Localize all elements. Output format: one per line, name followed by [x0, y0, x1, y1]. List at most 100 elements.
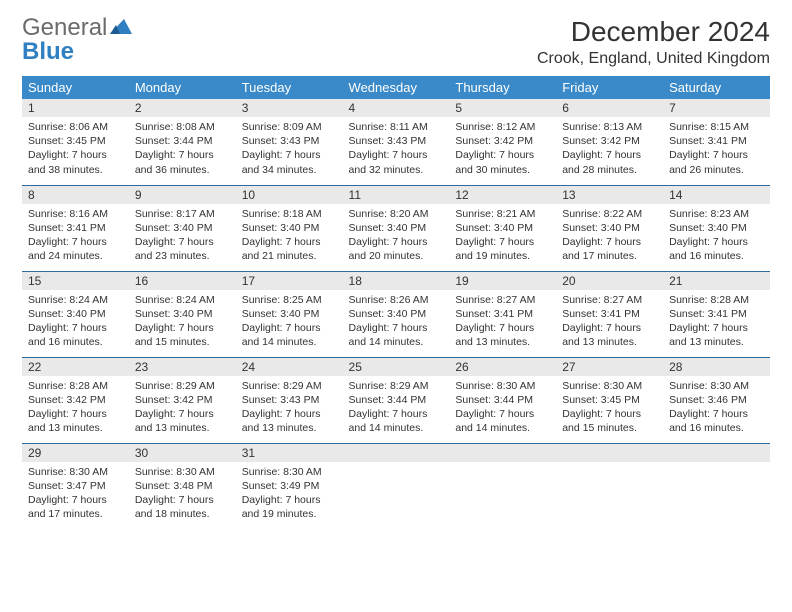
- sunrise-text: Sunrise: 8:12 AM: [455, 120, 550, 134]
- daylight-text: Daylight: 7 hours and 16 minutes.: [28, 321, 123, 349]
- sunset-text: Sunset: 3:43 PM: [242, 134, 337, 148]
- sunrise-text: Sunrise: 8:30 AM: [455, 379, 550, 393]
- day-number: 7: [663, 99, 770, 117]
- calendar-day-cell: 12Sunrise: 8:21 AMSunset: 3:40 PMDayligh…: [449, 185, 556, 271]
- sunset-text: Sunset: 3:40 PM: [242, 221, 337, 235]
- calendar-week-row: 1Sunrise: 8:06 AMSunset: 3:45 PMDaylight…: [22, 99, 770, 185]
- day-number: 19: [449, 272, 556, 290]
- daylight-text: Daylight: 7 hours and 14 minutes.: [349, 321, 444, 349]
- daylight-text: Daylight: 7 hours and 23 minutes.: [135, 235, 230, 263]
- sunrise-text: Sunrise: 8:13 AM: [562, 120, 657, 134]
- weekday-header: Sunday: [22, 76, 129, 99]
- daylight-text: Daylight: 7 hours and 13 minutes.: [455, 321, 550, 349]
- header-row: General Blue December 2024 Crook, Englan…: [22, 16, 770, 68]
- sunrise-text: Sunrise: 8:28 AM: [669, 293, 764, 307]
- daylight-text: Daylight: 7 hours and 17 minutes.: [28, 493, 123, 521]
- sunset-text: Sunset: 3:40 PM: [349, 221, 444, 235]
- weekday-header: Saturday: [663, 76, 770, 99]
- daylight-text: Daylight: 7 hours and 14 minutes.: [455, 407, 550, 435]
- calendar-day-cell: 16Sunrise: 8:24 AMSunset: 3:40 PMDayligh…: [129, 271, 236, 357]
- calendar-day-cell: 2Sunrise: 8:08 AMSunset: 3:44 PMDaylight…: [129, 99, 236, 185]
- calendar-day-cell: [343, 443, 450, 529]
- day-body: Sunrise: 8:30 AMSunset: 3:49 PMDaylight:…: [236, 462, 343, 527]
- weekday-header: Wednesday: [343, 76, 450, 99]
- sunrise-text: Sunrise: 8:29 AM: [242, 379, 337, 393]
- calendar-day-cell: 3Sunrise: 8:09 AMSunset: 3:43 PMDaylight…: [236, 99, 343, 185]
- day-number: 8: [22, 186, 129, 204]
- sunset-text: Sunset: 3:41 PM: [455, 307, 550, 321]
- brand-part2: Blue: [22, 38, 74, 65]
- day-body: Sunrise: 8:24 AMSunset: 3:40 PMDaylight:…: [22, 290, 129, 355]
- sunset-text: Sunset: 3:40 PM: [135, 307, 230, 321]
- calendar-day-cell: 14Sunrise: 8:23 AMSunset: 3:40 PMDayligh…: [663, 185, 770, 271]
- day-number: 24: [236, 358, 343, 376]
- calendar-week-row: 8Sunrise: 8:16 AMSunset: 3:41 PMDaylight…: [22, 185, 770, 271]
- calendar-week-row: 29Sunrise: 8:30 AMSunset: 3:47 PMDayligh…: [22, 443, 770, 529]
- sunset-text: Sunset: 3:42 PM: [562, 134, 657, 148]
- day-body: Sunrise: 8:15 AMSunset: 3:41 PMDaylight:…: [663, 117, 770, 182]
- daylight-text: Daylight: 7 hours and 38 minutes.: [28, 148, 123, 176]
- calendar-day-cell: 5Sunrise: 8:12 AMSunset: 3:42 PMDaylight…: [449, 99, 556, 185]
- sunset-text: Sunset: 3:42 PM: [135, 393, 230, 407]
- sunset-text: Sunset: 3:44 PM: [455, 393, 550, 407]
- calendar-week-row: 15Sunrise: 8:24 AMSunset: 3:40 PMDayligh…: [22, 271, 770, 357]
- daylight-text: Daylight: 7 hours and 15 minutes.: [135, 321, 230, 349]
- sunset-text: Sunset: 3:43 PM: [349, 134, 444, 148]
- weekday-header: Thursday: [449, 76, 556, 99]
- sunrise-text: Sunrise: 8:22 AM: [562, 207, 657, 221]
- empty-day-bar: [556, 444, 663, 462]
- daylight-text: Daylight: 7 hours and 13 minutes.: [242, 407, 337, 435]
- day-body: Sunrise: 8:21 AMSunset: 3:40 PMDaylight:…: [449, 204, 556, 269]
- sunrise-text: Sunrise: 8:06 AM: [28, 120, 123, 134]
- day-body: Sunrise: 8:27 AMSunset: 3:41 PMDaylight:…: [556, 290, 663, 355]
- daylight-text: Daylight: 7 hours and 13 minutes.: [669, 321, 764, 349]
- day-number: 13: [556, 186, 663, 204]
- sunset-text: Sunset: 3:45 PM: [28, 134, 123, 148]
- day-number: 29: [22, 444, 129, 462]
- day-number: 6: [556, 99, 663, 117]
- day-body: Sunrise: 8:30 AMSunset: 3:46 PMDaylight:…: [663, 376, 770, 441]
- daylight-text: Daylight: 7 hours and 26 minutes.: [669, 148, 764, 176]
- day-number: 5: [449, 99, 556, 117]
- daylight-text: Daylight: 7 hours and 34 minutes.: [242, 148, 337, 176]
- sunset-text: Sunset: 3:45 PM: [562, 393, 657, 407]
- day-number: 21: [663, 272, 770, 290]
- day-body: Sunrise: 8:09 AMSunset: 3:43 PMDaylight:…: [236, 117, 343, 182]
- calendar-day-cell: 13Sunrise: 8:22 AMSunset: 3:40 PMDayligh…: [556, 185, 663, 271]
- sunset-text: Sunset: 3:41 PM: [669, 307, 764, 321]
- sunset-text: Sunset: 3:46 PM: [669, 393, 764, 407]
- daylight-text: Daylight: 7 hours and 28 minutes.: [562, 148, 657, 176]
- weekday-header: Friday: [556, 76, 663, 99]
- day-body: Sunrise: 8:17 AMSunset: 3:40 PMDaylight:…: [129, 204, 236, 269]
- calendar-day-cell: 1Sunrise: 8:06 AMSunset: 3:45 PMDaylight…: [22, 99, 129, 185]
- sunset-text: Sunset: 3:40 PM: [242, 307, 337, 321]
- sunrise-text: Sunrise: 8:20 AM: [349, 207, 444, 221]
- day-number: 17: [236, 272, 343, 290]
- daylight-text: Daylight: 7 hours and 32 minutes.: [349, 148, 444, 176]
- daylight-text: Daylight: 7 hours and 21 minutes.: [242, 235, 337, 263]
- daylight-text: Daylight: 7 hours and 36 minutes.: [135, 148, 230, 176]
- calendar-day-cell: 24Sunrise: 8:29 AMSunset: 3:43 PMDayligh…: [236, 357, 343, 443]
- day-number: 4: [343, 99, 450, 117]
- calendar-day-cell: [556, 443, 663, 529]
- sunset-text: Sunset: 3:41 PM: [28, 221, 123, 235]
- day-body: Sunrise: 8:28 AMSunset: 3:41 PMDaylight:…: [663, 290, 770, 355]
- sunset-text: Sunset: 3:49 PM: [242, 479, 337, 493]
- sunrise-text: Sunrise: 8:28 AM: [28, 379, 123, 393]
- day-body: Sunrise: 8:23 AMSunset: 3:40 PMDaylight:…: [663, 204, 770, 269]
- calendar-day-cell: 25Sunrise: 8:29 AMSunset: 3:44 PMDayligh…: [343, 357, 450, 443]
- day-body: Sunrise: 8:26 AMSunset: 3:40 PMDaylight:…: [343, 290, 450, 355]
- calendar-day-cell: 29Sunrise: 8:30 AMSunset: 3:47 PMDayligh…: [22, 443, 129, 529]
- day-number: 14: [663, 186, 770, 204]
- day-body: Sunrise: 8:30 AMSunset: 3:47 PMDaylight:…: [22, 462, 129, 527]
- sunset-text: Sunset: 3:40 PM: [28, 307, 123, 321]
- calendar-day-cell: 31Sunrise: 8:30 AMSunset: 3:49 PMDayligh…: [236, 443, 343, 529]
- calendar-day-cell: 8Sunrise: 8:16 AMSunset: 3:41 PMDaylight…: [22, 185, 129, 271]
- sunrise-text: Sunrise: 8:27 AM: [562, 293, 657, 307]
- day-number: 15: [22, 272, 129, 290]
- empty-day-bar: [663, 444, 770, 462]
- sunrise-text: Sunrise: 8:29 AM: [349, 379, 444, 393]
- month-title: December 2024: [537, 16, 770, 48]
- sunrise-text: Sunrise: 8:11 AM: [349, 120, 444, 134]
- daylight-text: Daylight: 7 hours and 20 minutes.: [349, 235, 444, 263]
